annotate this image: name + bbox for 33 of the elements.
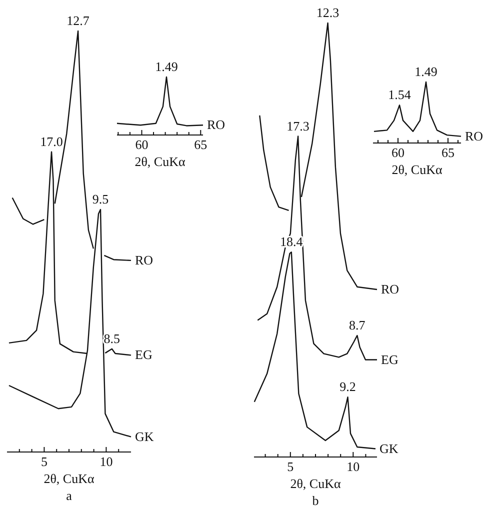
- annotation: 1.54: [388, 87, 412, 102]
- annotation: 1.49: [155, 59, 178, 74]
- x-axis-title: 2θ, CuKα: [44, 471, 94, 486]
- annotation: 17.3: [286, 118, 310, 134]
- series-label: EG: [381, 352, 398, 367]
- annotation: 1.49: [414, 64, 438, 79]
- series-label: RO: [135, 252, 154, 268]
- x-tick-label: 65: [194, 137, 208, 152]
- x-tick-label: 65: [442, 145, 454, 160]
- x-tick-label: 5: [287, 459, 294, 474]
- x-tick-label: 5: [40, 454, 48, 469]
- text: a: [66, 488, 72, 503]
- series-label: RO: [465, 128, 484, 144]
- series-label: RO: [381, 281, 400, 296]
- x-tick-label: 10: [346, 459, 360, 474]
- series-label: GK: [135, 428, 154, 444]
- annotation: 9.2: [340, 379, 356, 394]
- x-axis-title: 2θ, CuKα: [134, 154, 186, 169]
- x-tick-label: 60: [392, 145, 404, 160]
- text: b: [312, 493, 319, 508]
- x-tick-label: 10: [100, 454, 113, 469]
- annotation: 8.7: [349, 317, 366, 332]
- annotation: 8.5: [104, 330, 120, 346]
- annotation: 12.7: [66, 13, 90, 28]
- annotation: 17.0: [40, 134, 63, 149]
- x-axis-title: 2θ, CuKα: [392, 162, 442, 177]
- series-label: EG: [135, 347, 152, 362]
- series-label: GK: [379, 440, 399, 456]
- annotation: 12.3: [316, 5, 340, 20]
- x-tick-label: 60: [135, 137, 148, 152]
- x-axis-title: 2θ, CuKα: [290, 476, 341, 491]
- series-label: RO: [207, 117, 226, 132]
- annotation: 9.5: [92, 192, 109, 207]
